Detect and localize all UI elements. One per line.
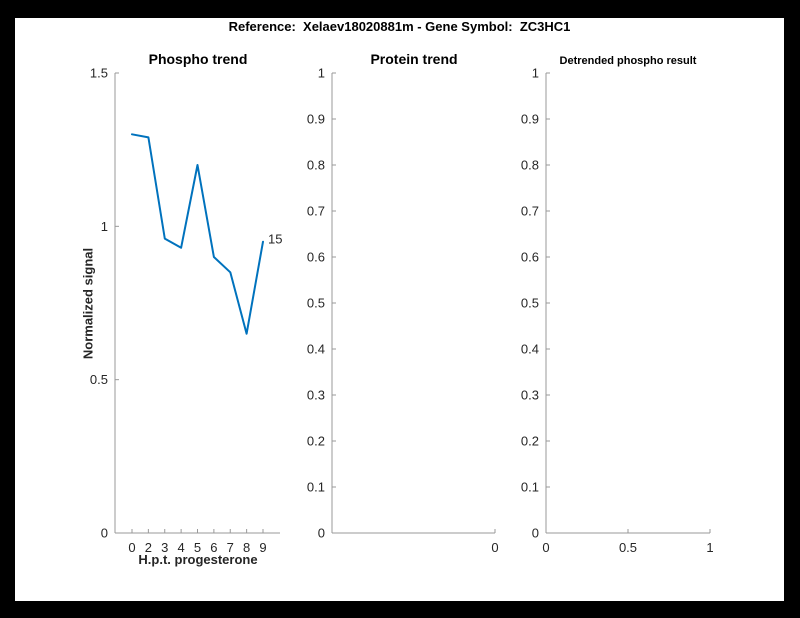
chart-title-detrended-phospho-result: Detrended phospho result	[559, 55, 697, 67]
figure-title: Reference: Xelaev18020881m - Gene Symbol…	[228, 19, 571, 34]
x-tick-label: 8	[243, 540, 250, 555]
y-tick-label: 0.8	[521, 158, 539, 173]
x-tick-label: 0	[128, 540, 135, 555]
x-tick-label: 5	[194, 540, 201, 555]
y-tick-label: 0.4	[307, 342, 325, 357]
y-tick-label: 0.7	[307, 204, 325, 219]
y-tick-label: 0.4	[521, 342, 539, 357]
y-tick-label: 0.3	[307, 388, 325, 403]
y-tick-label: 0	[318, 526, 325, 541]
y-tick-label: 0.9	[307, 112, 325, 127]
y-tick-label: 0.1	[307, 480, 325, 495]
y-tick-label: 1	[318, 66, 325, 81]
chart-detrended-phospho-result: 0 0.1 0.2 0.3 0.4 0.5 0.6 0.7 0.8 0.9 1 0 0.5 1	[521, 66, 714, 556]
y-tick-label: 1	[101, 219, 108, 234]
chart-phospho-trend: 00.511.50 2 3 4 5 6 7 8 915	[90, 66, 283, 556]
x-tick-label: 0	[542, 540, 549, 555]
y-tick-label: 0.5	[307, 296, 325, 311]
y-tick-label: 0.1	[521, 480, 539, 495]
chart-protein-trend: 0 0.1 0.2 0.3 0.4 0.5 0.6 0.7 0.8 0.9 1 0	[307, 66, 499, 556]
y-tick-label: 0.2	[307, 434, 325, 449]
x-axis-label-hpt-progesterone: H.p.t. progesterone	[138, 552, 258, 567]
last-point-annotation: 15	[268, 232, 282, 247]
x-tick-label: 2	[145, 540, 152, 555]
chart-title-protein-trend: Protein trend	[370, 51, 458, 67]
y-tick-label: 0.5	[521, 296, 539, 311]
phospho-trend-line	[131, 133, 264, 335]
x-tick-label: 1	[706, 540, 713, 555]
y-tick-label: 0.3	[521, 388, 539, 403]
figure-canvas	[15, 18, 784, 601]
y-tick-label: 0.7	[521, 204, 539, 219]
y-tick-label: 0	[101, 526, 108, 541]
x-tick-label: 4	[178, 540, 185, 555]
y-tick-label: 0.2	[521, 434, 539, 449]
y-tick-label: 0.8	[307, 158, 325, 173]
x-tick-label: 9	[259, 540, 266, 555]
y-tick-label: 0	[532, 526, 539, 541]
x-tick-label: 3	[161, 540, 168, 555]
x-tick-label: 6	[210, 540, 217, 555]
y-tick-label: 0.6	[521, 250, 539, 265]
x-tick-label: 0.5	[619, 540, 637, 555]
chart-title-phospho-trend: Phospho trend	[148, 51, 248, 67]
y-tick-label: 1	[532, 66, 539, 81]
x-tick-label: 7	[227, 540, 234, 555]
y-tick-label: 0.5	[90, 372, 108, 387]
y-tick-label: 1.5	[90, 66, 108, 81]
x-tick-label: 0	[491, 540, 498, 555]
y-tick-label: 0.9	[521, 112, 539, 127]
y-tick-label: 0.6	[307, 250, 325, 265]
